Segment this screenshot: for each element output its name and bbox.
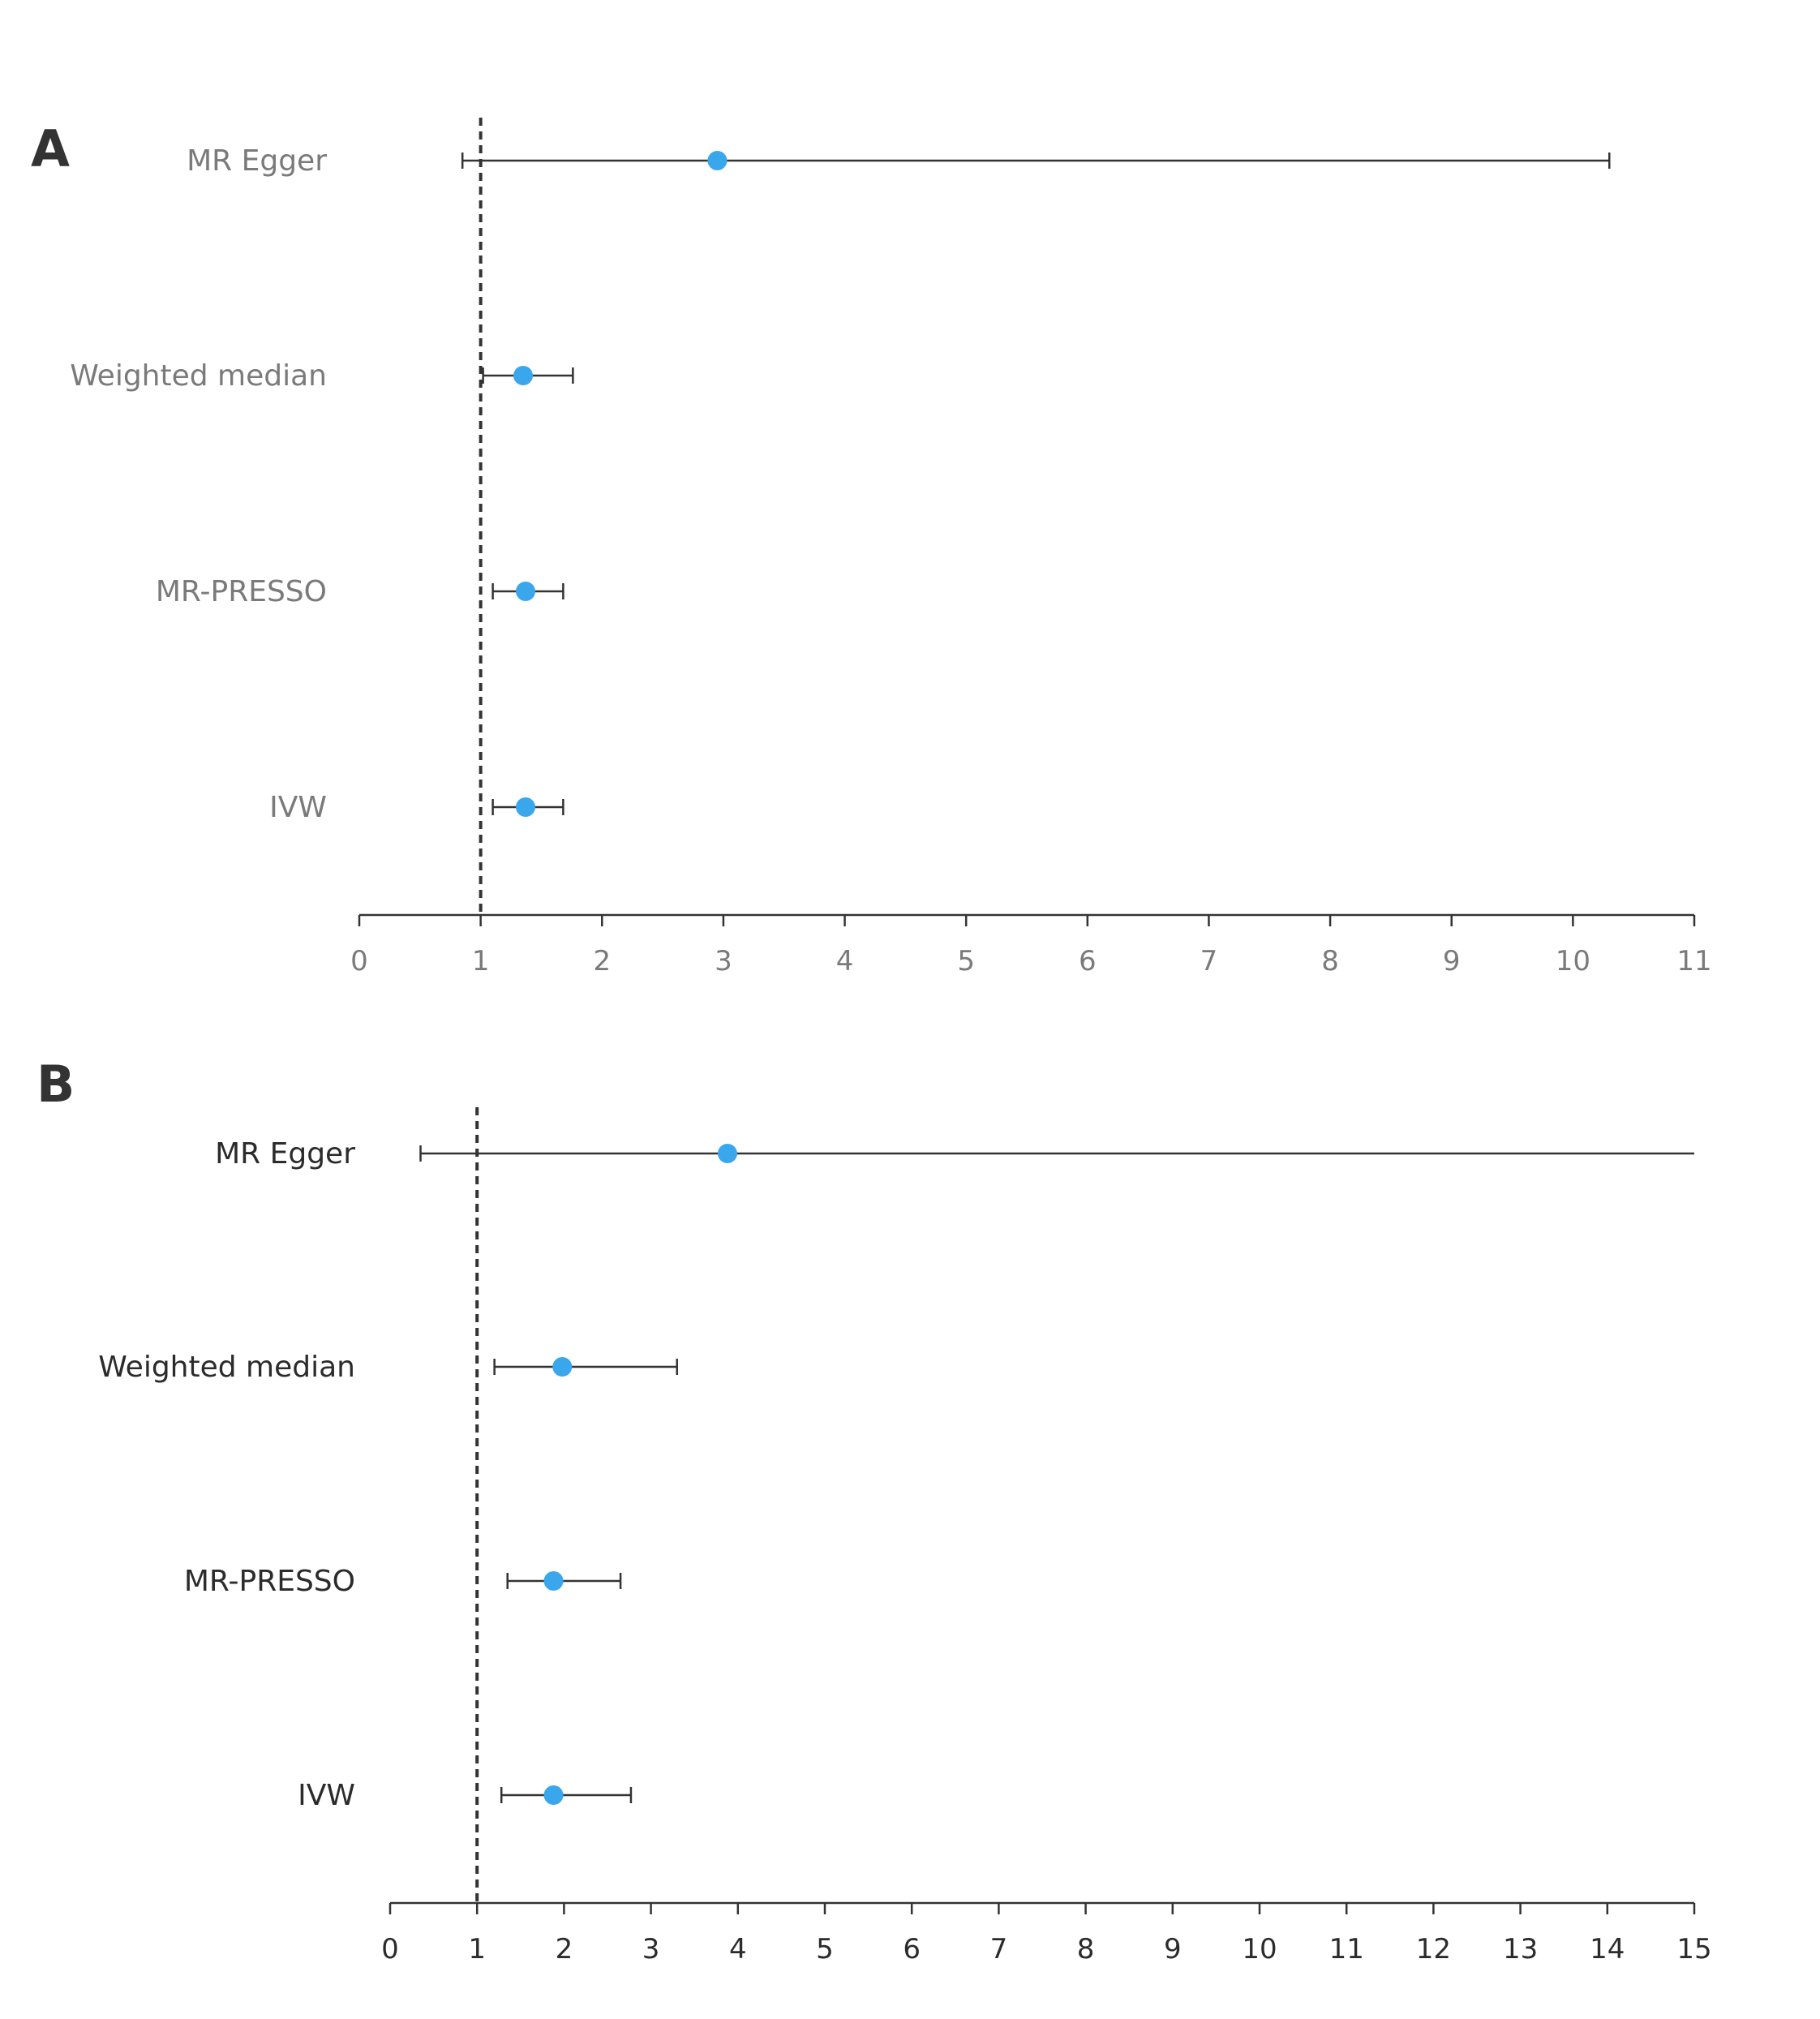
panel-b-x-tick-label: 9 bbox=[1164, 1933, 1182, 1965]
panel-a-letter: A bbox=[31, 119, 70, 178]
panel-b-point-estimate bbox=[717, 1144, 737, 1163]
panel-a-x-tick-label: 4 bbox=[836, 945, 854, 977]
panel-a-row-label: MR Egger bbox=[187, 144, 327, 178]
panel-a-row-label: MR-PRESSO bbox=[156, 575, 327, 608]
panel-b-x-tick-label: 2 bbox=[556, 1933, 573, 1965]
panel-a-x-tick-label: 0 bbox=[350, 945, 368, 977]
panel-a-x-tick-label: 6 bbox=[1079, 945, 1097, 977]
panel-b-point-estimate bbox=[543, 1785, 564, 1805]
panel-b-x-tick-label: 15 bbox=[1676, 1933, 1711, 1965]
panel-a-x-tick-label: 1 bbox=[472, 945, 490, 977]
panel-b-x-tick-label: 6 bbox=[903, 1933, 921, 1965]
panel-b-row-label: MR-PRESSO bbox=[184, 1565, 355, 1598]
panel-b-point-estimate bbox=[552, 1357, 573, 1377]
panel-b-x-tick-label: 8 bbox=[1077, 1933, 1095, 1965]
panel-a-x-tick-label: 7 bbox=[1200, 945, 1218, 977]
panel-b-x-tick-label: 0 bbox=[381, 1933, 399, 1965]
panel-a-row-label: Weighted median bbox=[70, 359, 327, 393]
panel-b-x-tick-label: 10 bbox=[1242, 1933, 1277, 1965]
panel-a-x-tick-label: 2 bbox=[593, 945, 611, 977]
panel-a-point-estimate bbox=[513, 366, 534, 385]
panel-b-x-tick-label: 5 bbox=[816, 1933, 834, 1965]
panel-b-x-tick-label: 7 bbox=[990, 1933, 1008, 1965]
panel-b-point-estimate bbox=[543, 1571, 564, 1591]
panel-a-point-estimate bbox=[516, 797, 536, 817]
panel-a-point-estimate bbox=[516, 582, 536, 601]
panel-a-x-tick-label: 3 bbox=[715, 945, 732, 977]
panel-b-x-tick-label: 4 bbox=[729, 1933, 747, 1965]
panel-b-row-label: MR Egger bbox=[215, 1137, 355, 1171]
panel-b-x-tick-label: 13 bbox=[1503, 1933, 1538, 1965]
panel-b-x-tick-label: 14 bbox=[1590, 1933, 1625, 1965]
panel-b-x-tick-label: 12 bbox=[1416, 1933, 1451, 1965]
panel-a-row-label: IVW bbox=[269, 791, 327, 824]
panel-a-point-estimate bbox=[707, 151, 728, 170]
panel-a-x-tick-label: 8 bbox=[1321, 945, 1339, 977]
panel-b-x-tick-label: 11 bbox=[1329, 1933, 1364, 1965]
panel-a: A 0 1 2 3 4 5 6 7 8 9 10 11 MR Egger Weighted median M… bbox=[31, 118, 1712, 977]
panel-a-x-tick-label: 11 bbox=[1676, 945, 1711, 977]
panel-a-x-tick-label: 9 bbox=[1443, 945, 1461, 977]
panel-a-x-tick-label: 5 bbox=[957, 945, 975, 977]
panel-b-x-tick-label: 1 bbox=[468, 1933, 486, 1965]
panel-b-row-label: IVW bbox=[298, 1779, 355, 1812]
panel-a-x-tick-label: 10 bbox=[1556, 945, 1590, 977]
panel-b-letter: B bbox=[36, 1055, 75, 1114]
panel-b-x-tick-label: 3 bbox=[642, 1933, 660, 1965]
panel-b-row-label: Weighted median bbox=[98, 1351, 355, 1384]
